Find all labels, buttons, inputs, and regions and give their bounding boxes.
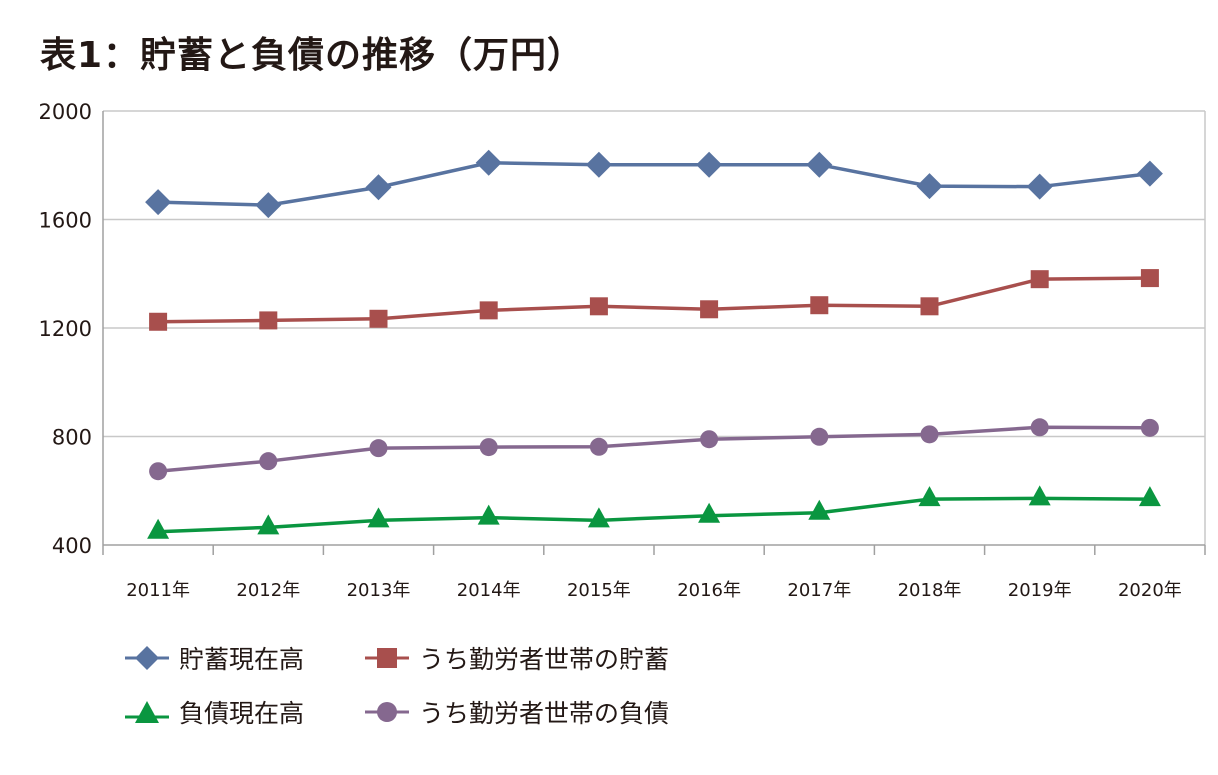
data-point-circle	[810, 427, 829, 446]
data-point-triangle	[1138, 486, 1161, 507]
circle-icon	[365, 702, 409, 722]
legend-label: 負債現在高	[179, 699, 305, 728]
y-tick-label: 1600	[39, 209, 92, 233]
data-point-diamond	[475, 149, 502, 176]
x-tick-label: 2020年	[1118, 580, 1182, 601]
legend-item-worker-debt: うち勤労者世帯の負債	[365, 694, 669, 730]
series-line	[158, 161, 1151, 207]
data-point-triangle	[808, 499, 831, 520]
data-point-square	[1030, 270, 1049, 289]
y-tick-label: 400	[52, 534, 92, 558]
x-tick-label: 2013年	[347, 580, 411, 601]
triangle-icon	[125, 701, 169, 723]
data-point-circle	[1140, 418, 1159, 437]
data-point-diamond	[1026, 173, 1053, 200]
x-tick-label: 2011年	[126, 580, 190, 601]
series-line	[157, 425, 1150, 473]
chart-title: 表1：貯蓄と負債の推移（万円）	[40, 35, 585, 76]
data-point-circle	[259, 452, 278, 471]
data-point-square	[369, 309, 388, 328]
data-point-circle	[920, 425, 939, 444]
series-line	[158, 276, 1150, 324]
data-point-square	[589, 297, 608, 316]
data-point-circle	[700, 430, 719, 449]
series-line	[158, 496, 1150, 534]
data-point-circle	[149, 462, 168, 481]
data-point-triangle	[477, 504, 500, 525]
data-point-square	[920, 297, 939, 316]
square-icon	[365, 648, 409, 668]
data-point-square	[1140, 269, 1159, 288]
legend-label: 貯蓄現在高	[179, 645, 305, 674]
data-point-circle	[589, 437, 608, 456]
data-point-triangle	[1028, 485, 1051, 506]
x-tick-label: 2019年	[1008, 580, 1072, 601]
x-tick-label: 2015年	[567, 580, 631, 601]
legend-item-worker-savings: うち勤労者世帯の貯蓄	[365, 640, 669, 676]
legend-label: うち勤労者世帯の貯蓄	[419, 645, 670, 674]
legend-item-debt: 負債現在高	[125, 694, 304, 730]
data-point-square	[700, 300, 719, 319]
data-point-diamond	[255, 192, 282, 219]
data-point-diamond	[696, 151, 723, 178]
data-point-square	[479, 301, 498, 320]
data-point-diamond	[585, 151, 612, 178]
data-point-circle	[1030, 418, 1049, 437]
x-tick-label: 2012年	[236, 580, 300, 601]
diamond-icon	[125, 646, 169, 670]
x-tick-label: 2018年	[898, 580, 962, 601]
data-point-triangle	[257, 514, 280, 535]
data-point-circle	[479, 438, 498, 457]
x-tick-label: 2016年	[677, 580, 741, 601]
data-point-circle	[369, 439, 388, 458]
data-point-square	[149, 312, 168, 331]
y-tick-label: 2000	[39, 100, 92, 124]
data-point-diamond	[145, 189, 172, 216]
data-point-diamond	[365, 174, 392, 201]
legend-label: うち勤労者世帯の負債	[419, 699, 670, 728]
data-point-diamond	[916, 173, 943, 200]
line-chart: 400 800 1200 1600 2000 2011年 2012年 2013年 2014年 20…	[39, 100, 1206, 601]
y-tick-label: 1200	[39, 317, 92, 341]
data-point-triangle	[918, 486, 941, 507]
data-point-triangle	[587, 507, 610, 528]
data-point-triangle	[698, 502, 721, 523]
data-point-triangle	[367, 507, 390, 528]
data-point-diamond	[806, 151, 833, 178]
legend-item-savings: 貯蓄現在高	[125, 640, 304, 676]
data-point-square	[810, 296, 829, 315]
x-tick-label: 2017年	[787, 580, 851, 601]
y-tick-label: 800	[52, 426, 92, 450]
data-point-diamond	[1136, 160, 1163, 187]
data-point-triangle	[147, 518, 170, 539]
data-point-square	[259, 311, 278, 330]
x-tick-label: 2014年	[457, 580, 521, 601]
